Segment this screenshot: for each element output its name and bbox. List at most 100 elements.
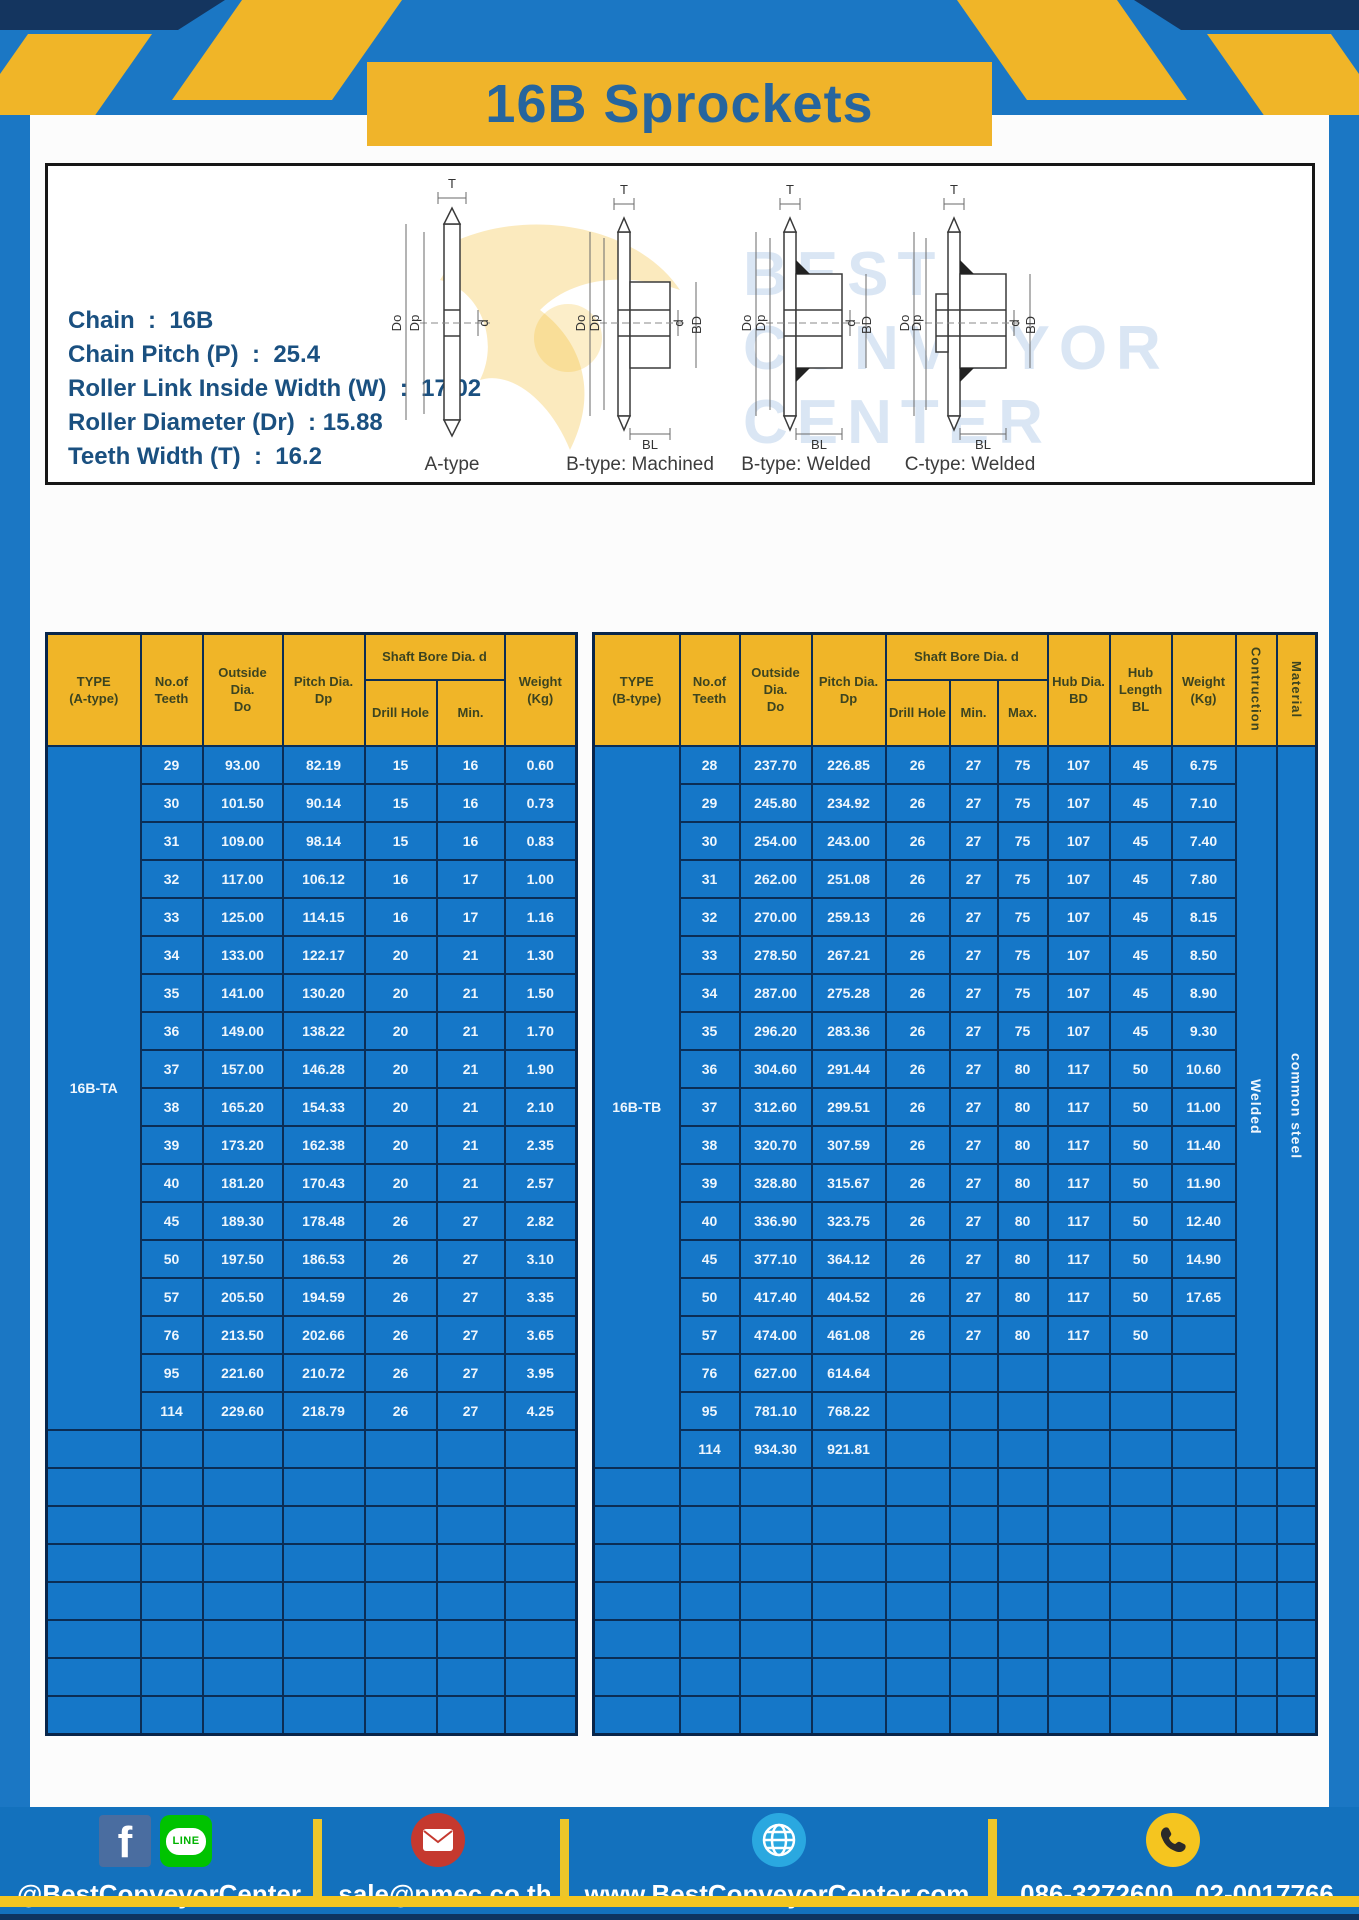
material-cell: common steel (1275, 744, 1318, 1469)
diagram-label-b-type-welded: B-type: Welded (741, 454, 871, 475)
empty-cell (139, 1504, 204, 1545)
empty-cell (996, 1542, 1049, 1583)
col-header-outside-dia: Outside Dia. Do (201, 632, 284, 747)
table-row: 38 320.70 307.59 26 27 80 117 50 11.40 (594, 1124, 1317, 1165)
data-cell (1046, 1352, 1111, 1393)
data-cell (996, 1390, 1049, 1431)
data-cell: 27 (948, 1010, 999, 1051)
data-cell: 75 (996, 858, 1049, 899)
diagram-label-c-type-welded: C-type: Welded (904, 454, 1036, 475)
data-cell: 98.14 (281, 820, 366, 861)
empty-cell (810, 1504, 887, 1545)
footer-divider (560, 1819, 569, 1903)
data-cell: 80 (996, 1238, 1049, 1279)
data-cell: 26 (884, 1238, 951, 1279)
col-header-teeth: No.of Teeth (678, 632, 741, 747)
col-header-max: Max. (996, 678, 1049, 747)
data-cell: 16 (435, 820, 506, 861)
data-cell: 417.40 (738, 1276, 813, 1317)
empty-cell (996, 1656, 1049, 1697)
data-cell: 287.00 (738, 972, 813, 1013)
data-cell: 149.00 (201, 1010, 284, 1051)
data-cell: 45 (1108, 1010, 1173, 1051)
data-cell: 30 (678, 820, 741, 861)
empty-cell (201, 1656, 284, 1697)
empty-cell (1046, 1694, 1111, 1735)
empty-cell (1275, 1542, 1318, 1583)
data-cell: 1.30 (503, 934, 578, 975)
data-cell: 20 (363, 934, 438, 975)
data-cell: 21 (435, 1086, 506, 1127)
empty-cell (996, 1618, 1049, 1659)
data-cell (1108, 1428, 1173, 1469)
bottom-yellow-stripe (0, 1896, 1359, 1907)
data-cell: 101.50 (201, 782, 284, 823)
data-cell: 31 (678, 858, 741, 899)
empty-cell (948, 1694, 999, 1735)
table-row: 50 417.40 404.52 26 27 80 117 50 17.65 (594, 1276, 1317, 1317)
data-cell: 114.15 (281, 896, 366, 937)
col-header-shaft-bore: Shaft Bore Dia. d (884, 632, 1049, 681)
empty-cell (363, 1580, 438, 1621)
svg-text:T: T (950, 182, 958, 197)
line-app-icon: LINE (160, 1815, 212, 1867)
empty-cell (592, 1694, 681, 1735)
empty-cell (678, 1694, 741, 1735)
empty-cell (281, 1542, 366, 1583)
data-cell: 34 (139, 934, 204, 975)
empty-cell (884, 1466, 951, 1507)
data-cell (948, 1390, 999, 1431)
data-cell: 17 (435, 896, 506, 937)
empty-cell (1170, 1656, 1237, 1697)
data-cell: 259.13 (810, 896, 887, 937)
svg-text:BD: BD (689, 316, 704, 334)
data-cell: 1.00 (503, 858, 578, 899)
empty-cell (948, 1580, 999, 1621)
data-cell: 186.53 (281, 1238, 366, 1279)
data-cell: 50 (678, 1276, 741, 1317)
data-cell (948, 1352, 999, 1393)
data-cell: 157.00 (201, 1048, 284, 1089)
data-cell: 50 (1108, 1086, 1173, 1127)
data-cell: 117 (1046, 1200, 1111, 1241)
empty-cell (363, 1428, 438, 1469)
data-cell: 26 (884, 1010, 951, 1051)
table-row: 30 254.00 243.00 26 27 75 107 45 7.40 (594, 820, 1317, 861)
data-cell: 27 (435, 1276, 506, 1317)
b-type-table: TYPE (B-type) No.of Teeth Outside Dia. D… (592, 632, 1318, 1736)
empty-cell (592, 1504, 681, 1545)
empty-cell (738, 1580, 813, 1621)
data-cell: 146.28 (281, 1048, 366, 1089)
data-cell: 254.00 (738, 820, 813, 861)
empty-cell (996, 1694, 1049, 1735)
data-cell: 45 (1108, 858, 1173, 899)
empty-cell (884, 1542, 951, 1583)
data-cell (1046, 1390, 1111, 1431)
data-cell: 75 (996, 896, 1049, 937)
data-cell: 45 (1108, 820, 1173, 861)
empty-cell (281, 1656, 366, 1697)
data-cell: 10.60 (1170, 1048, 1237, 1089)
data-cell: 21 (435, 1162, 506, 1203)
data-cell: 107 (1046, 1010, 1111, 1051)
data-cell: 210.72 (281, 1352, 366, 1393)
data-cell: 95 (678, 1390, 741, 1431)
empty-row (45, 1694, 578, 1735)
empty-cell (948, 1504, 999, 1545)
data-cell: 20 (363, 1010, 438, 1051)
data-cell: 26 (884, 820, 951, 861)
diagram-label-b-type-machined: B-type: Machined (566, 454, 714, 475)
data-cell: 125.00 (201, 896, 284, 937)
data-cell: 336.90 (738, 1200, 813, 1241)
data-cell: 7.40 (1170, 820, 1237, 861)
data-cell: 20 (363, 1162, 438, 1203)
table-row: 39 173.20 162.38 20 21 2.35 (47, 1124, 578, 1165)
top-banner-stripes (0, 0, 1359, 115)
col-header-min: Min. (948, 678, 999, 747)
empty-cell (139, 1542, 204, 1583)
col-header-outside-dia: Outside Dia. Do (738, 632, 813, 747)
empty-cell (738, 1542, 813, 1583)
empty-cell (281, 1428, 366, 1469)
empty-cell (201, 1466, 284, 1507)
data-cell: 26 (884, 934, 951, 975)
